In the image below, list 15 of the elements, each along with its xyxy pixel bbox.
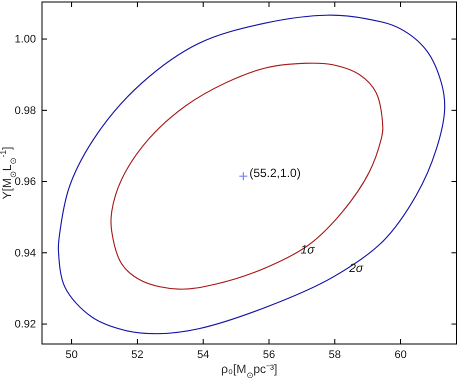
y-tick-label: 0.94 [14, 247, 36, 260]
x-tick-label: 56 [262, 348, 276, 361]
x-tick-label: 60 [394, 348, 407, 361]
x-tick-label: 54 [197, 348, 210, 361]
x-tick-label: 58 [328, 348, 341, 361]
y-tick-label: 0.98 [14, 104, 36, 117]
y-tick-label: 0.96 [14, 176, 36, 188]
annotation: (55.2,1.0) [249, 166, 301, 180]
x-tick-label: 50 [65, 348, 78, 361]
x-axis-title: ρ₀[M$_{⊙}$pc⁻³] [221, 362, 278, 380]
annotation: 2σ [348, 260, 364, 275]
x-tick-label: 52 [131, 348, 144, 361]
y-tick-label: 1.00 [14, 34, 36, 46]
annotation: 1σ [300, 242, 316, 257]
y-tick-label: 0.92 [14, 318, 36, 331]
